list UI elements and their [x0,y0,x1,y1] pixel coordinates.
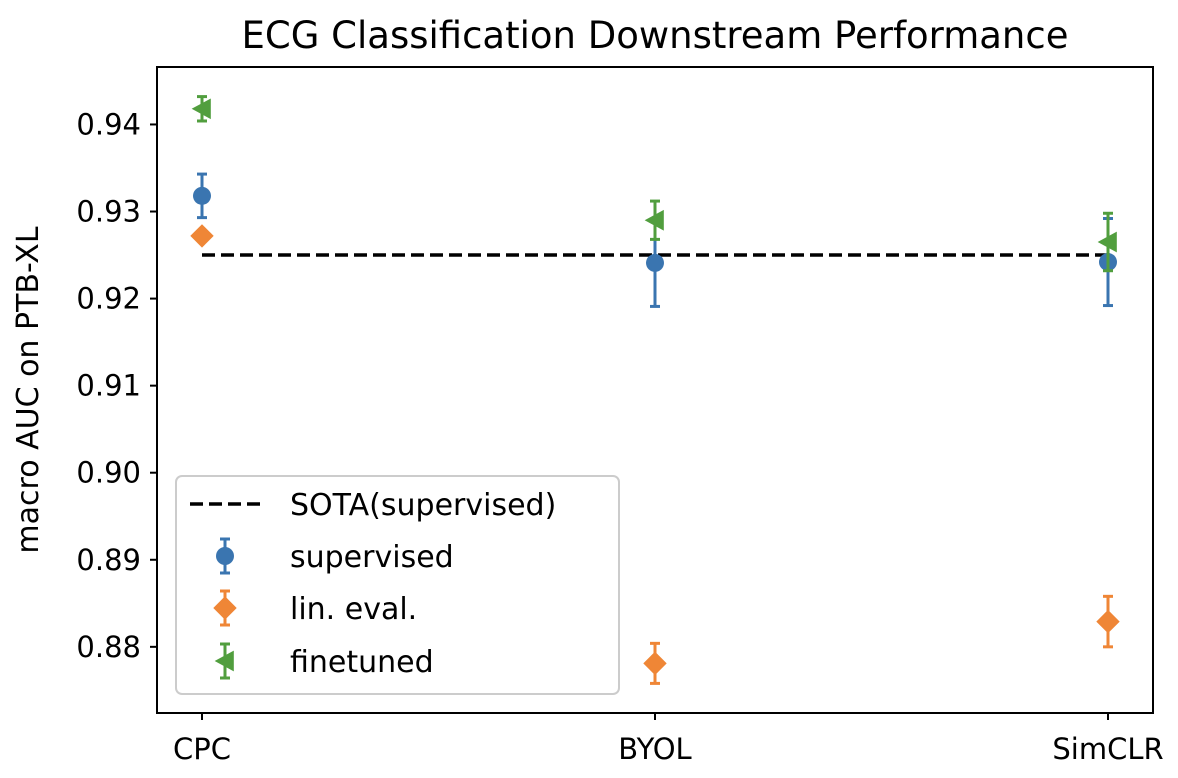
data-point [646,253,664,272]
x-tick-label: SimCLR [1052,732,1163,766]
legend-marker [213,596,237,620]
legend-marker [214,650,234,672]
y-tick-label: 0.93 [76,195,141,229]
axes-layer: 0.88 0.89 0.90 0.91 0.92 0.93 0.94 CPC BYOL SimCL… [76,66,1164,766]
legend-marker [216,547,234,565]
data-point [1096,609,1120,634]
legend: SOTA(supervised) supervised lin. eval. fine… [175,475,620,695]
data-point [644,209,664,231]
data-point [193,186,211,205]
chart-title: ECG Classification Downstream Performanc… [242,14,1069,57]
y-tick-label: 0.89 [76,543,141,577]
legend-entry-finetuned: finetuned [214,642,434,680]
series-lin-eval- [190,224,1120,685]
y-tick-label: 0.94 [76,107,141,141]
plot-area [190,95,1120,685]
legend-label: lin. eval. [290,592,417,627]
y-tick-label: 0.91 [76,369,141,403]
y-tick-label: 0.90 [76,456,141,490]
legend-label-sota: SOTA(supervised) [290,488,556,523]
y-tick-label: 0.88 [76,630,141,664]
y-axis-label: macro AUC on PTB-XL [11,226,46,553]
legend-label: supervised [290,540,454,575]
x-tick-label: BYOL [618,732,691,766]
y-tick-label: 0.92 [76,282,141,316]
data-point [191,98,211,120]
legend-label: finetuned [290,645,434,680]
data-point [1097,231,1117,253]
legend-entry-lin-eval-: lin. eval. [213,589,417,627]
legend-entry-supervised: supervised [216,537,454,575]
legend-frame [175,475,620,695]
x-tick-label: CPC [173,732,231,766]
data-point [643,651,667,676]
data-point [190,224,214,248]
series-finetuned [191,95,1117,273]
